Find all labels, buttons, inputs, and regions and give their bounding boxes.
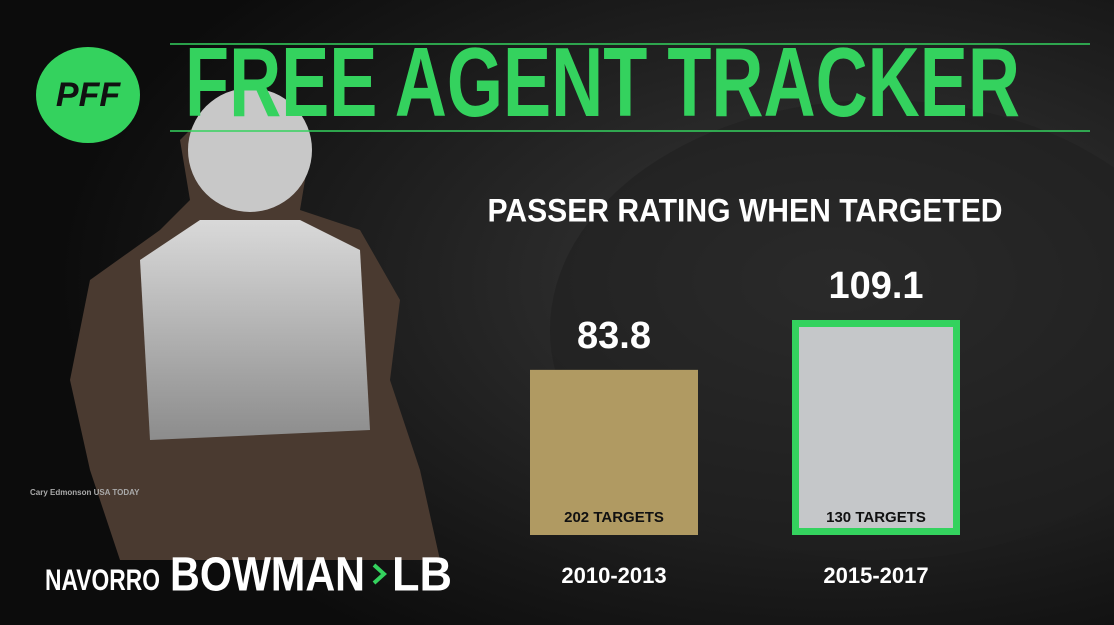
bar [530, 369, 698, 535]
logo: PFF [56, 76, 121, 114]
data-label: 109.1 [828, 265, 923, 307]
player-photo [70, 88, 440, 560]
player-last-name: BOWMAN [170, 549, 365, 602]
page-title: FREE AGENT TRACKER [185, 27, 1020, 137]
bar-label: 130 TARGETS [826, 509, 926, 526]
data-label: 83.8 [577, 315, 651, 357]
photo-credit: Cary Edmonson USA TODAY [30, 488, 140, 497]
x-tick-label: 2010-2013 [561, 563, 666, 588]
player-first-name: NAVORRO [45, 564, 160, 597]
x-tick-label: 2015-2017 [823, 563, 928, 588]
bar-chart: 83.8 202 TARGETS 2010-2013 109.1 130 TARGETS… [530, 265, 960, 588]
bar-label: 202 TARGETS [564, 509, 664, 526]
player-position: LB [392, 549, 452, 602]
logo-badge [36, 47, 140, 143]
separator [372, 563, 387, 585]
bar [792, 320, 960, 535]
chart-title: PASSER RATING WHEN TARGETED [488, 192, 1003, 228]
